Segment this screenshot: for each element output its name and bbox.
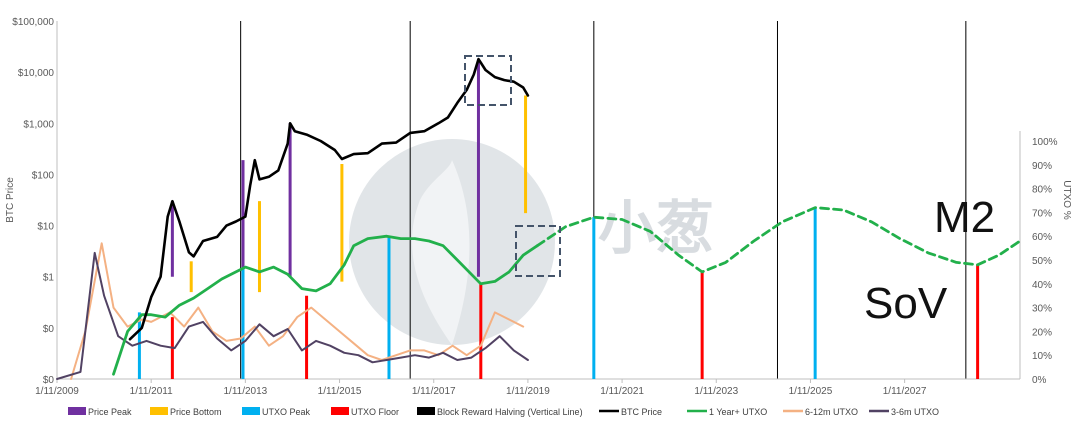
legend-label-3: UTXO Floor — [351, 407, 399, 417]
legend-label-8: 3-6m UTXO — [891, 407, 939, 417]
highlight-box-bottom — [515, 225, 561, 277]
x-tick-8: 1/11/2025 — [789, 386, 833, 397]
legend-label-2: UTXO Peak — [262, 407, 311, 417]
y-axis-left-title: BTC Price — [5, 177, 16, 223]
watermark: 小葱 — [349, 139, 714, 345]
annotation-sov: SoV — [864, 279, 948, 328]
y-left-tick-0: $0 — [43, 375, 55, 386]
x-axis: 1/11/2009 1/11/2011 1/11/2013 1/11/2015 1/11… — [35, 378, 1020, 397]
y-right-tick-1: 10% — [1032, 351, 1052, 362]
x-tick-5: 1/11/2019 — [506, 386, 550, 397]
legend-label-4: Block Reward Halving (Vertical Line) — [437, 407, 583, 417]
legend-swatch-0 — [68, 407, 86, 415]
x-tick-2: 1/11/2013 — [223, 386, 267, 397]
y-right-tick-10: 100% — [1032, 137, 1058, 148]
y-left-tick-6: $10,000 — [18, 68, 55, 79]
y-right-tick-4: 40% — [1032, 280, 1052, 291]
x-tick-7: 1/11/2023 — [694, 386, 738, 397]
legend-label-1: Price Bottom — [170, 407, 222, 417]
legend-swatch-3 — [331, 407, 349, 415]
series-btc — [128, 57, 530, 341]
series-lines — [56, 57, 1022, 380]
legend-label-5: BTC Price — [621, 407, 662, 417]
x-tick-6: 1/11/2021 — [600, 386, 644, 397]
series-utxo-6-12m — [70, 242, 525, 380]
x-tick-0: 1/11/2009 — [35, 386, 79, 397]
x-tick-3: 1/11/2015 — [318, 386, 362, 397]
series-utxo-1y — [112, 234, 539, 376]
series-utxo-3-6m — [56, 251, 529, 380]
legend-label-0: Price Peak — [88, 407, 132, 417]
y-right-tick-9: 90% — [1032, 161, 1052, 172]
legend-swatch-2 — [242, 407, 260, 415]
legend: Price Peak Price Bottom UTXO Peak UTXO Floo… — [68, 407, 939, 417]
y-left-tick-4: $100 — [32, 170, 55, 181]
y-right-tick-2: 20% — [1032, 327, 1052, 338]
y-right-tick-8: 80% — [1032, 185, 1052, 196]
y-right-tick-0: 0% — [1032, 375, 1047, 386]
y-left-tick-1: $0 — [43, 324, 55, 335]
legend-swatch-4 — [417, 407, 435, 415]
legend-label-6: 1 Year+ UTXO — [709, 407, 767, 417]
legend-swatch-1 — [150, 407, 168, 415]
y-left-tick-2: $1 — [43, 273, 55, 284]
highlight-boxes — [464, 55, 561, 277]
y-axis-left: $0 $0 $1 $10 $100 $1,000 $10,000 $100,000 — [12, 17, 58, 386]
y-right-tick-3: 30% — [1032, 304, 1052, 315]
y-right-tick-7: 70% — [1032, 208, 1052, 219]
y-left-tick-5: $1,000 — [23, 119, 54, 130]
legend-label-7: 6-12m UTXO — [805, 407, 858, 417]
annotation-m2: M2 — [934, 193, 995, 242]
marker-bars — [137, 59, 980, 379]
y-axis-right-title: UTXO % — [1061, 180, 1072, 220]
x-tick-1: 1/11/2011 — [130, 386, 173, 397]
y-axis-right: 0% 10% 20% 30% 40% 50% 60% 70% 80% 90% 100% — [1019, 131, 1058, 386]
watermark-text: 小葱 — [598, 196, 714, 261]
x-tick-4: 1/11/2017 — [412, 386, 456, 397]
y-left-tick-7: $100,000 — [12, 17, 54, 28]
watermark-leaf-icon — [411, 160, 470, 345]
highlight-box-peak — [464, 55, 512, 106]
x-tick-9: 1/11/2027 — [883, 386, 927, 397]
y-right-tick-6: 60% — [1032, 232, 1052, 243]
y-left-tick-3: $10 — [37, 222, 54, 233]
series-utxo-1y-projection — [535, 206, 1022, 274]
y-right-tick-5: 50% — [1032, 256, 1052, 267]
